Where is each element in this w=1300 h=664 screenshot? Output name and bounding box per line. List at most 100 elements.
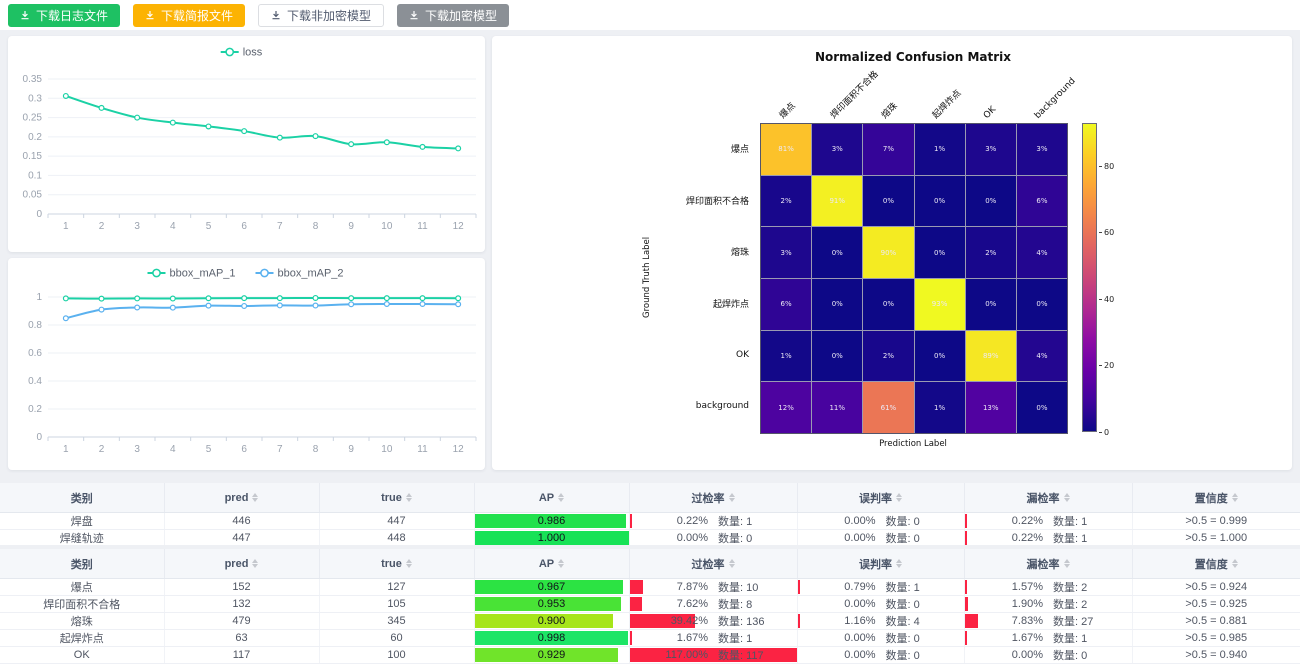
sort-icon[interactable] <box>728 559 735 568</box>
pred-cell: 447 <box>164 529 320 545</box>
misjudge-cell: 0.00% 数量: 0 <box>797 646 965 664</box>
true-cell: 105 <box>319 595 475 613</box>
sort-icon[interactable] <box>558 493 565 502</box>
download-encrypted-model-button[interactable]: 下载加密模型 <box>397 3 510 27</box>
sort-icon[interactable] <box>558 559 565 568</box>
data-point <box>98 295 105 302</box>
legend-item-bbox_mAP_1[interactable]: bbox_mAP_1 <box>147 268 236 280</box>
column-header-过检率[interactable]: 过检率 <box>629 483 798 513</box>
x-tick-label: 5 <box>206 444 212 455</box>
sort-icon[interactable] <box>1231 559 1238 568</box>
cm-cell-5-1: 11% <box>812 382 863 433</box>
column-header-pred[interactable]: pred <box>164 549 320 579</box>
cm-cell-1-3: 0% <box>914 175 965 227</box>
download-plain-model-button[interactable]: 下载非加密模型 <box>258 3 385 27</box>
category-cell: 焊盘 <box>0 512 165 530</box>
miss-detection-bar <box>964 597 968 611</box>
sort-icon[interactable] <box>896 493 902 502</box>
download-log-button[interactable]: 下载日志文件 <box>8 3 121 27</box>
true-cell: 447 <box>319 512 475 530</box>
misjudge-cell: 0.79% 数量: 1 <box>797 578 965 596</box>
cm-cell-0-0: 81% <box>761 124 812 175</box>
column-header-置信度[interactable]: 置信度 <box>1132 483 1300 513</box>
column-header-true[interactable]: true <box>319 483 475 513</box>
over-detection-bar <box>629 580 643 594</box>
legend-item-loss[interactable]: loss <box>220 47 263 59</box>
x-tick-label: 11 <box>417 221 428 232</box>
column-header-误判率[interactable]: 误判率 <box>797 549 965 579</box>
over-detection-value: 7.87% 数量: 10 <box>676 581 759 594</box>
sort-icon[interactable] <box>896 559 902 568</box>
column-header-AP[interactable]: AP <box>474 483 630 513</box>
over-detection-bar <box>629 597 643 611</box>
sort-icon[interactable] <box>1063 559 1070 568</box>
x-tick-label: 9 <box>348 221 354 232</box>
column-header-pred[interactable]: pred <box>164 483 320 513</box>
column-header-漏检率[interactable]: 漏检率 <box>964 483 1133 513</box>
x-tick-label: 1 <box>63 444 69 455</box>
column-header-过检率[interactable]: 过检率 <box>629 549 798 579</box>
column-header-label: 类别 <box>70 492 93 505</box>
miss-detection-bar <box>964 514 967 528</box>
x-tick-label: 8 <box>313 221 319 232</box>
ap-cell: 0.998 <box>474 629 630 647</box>
cm-cell-5-5: 0% <box>1016 382 1067 433</box>
sort-icon[interactable] <box>252 559 259 568</box>
cm-row-label: OK <box>736 349 749 360</box>
legend-item-bbox_mAP_2[interactable]: bbox_mAP_2 <box>255 268 344 280</box>
table-row: 熔珠 479 345 0.900 39.42% 数量: 136 1.16% 数量: 4 7.83… <box>0 612 1300 630</box>
column-header-漏检率[interactable]: 漏检率 <box>964 549 1133 579</box>
data-point <box>348 301 355 308</box>
loss-line-chart: 00.050.10.150.20.250.30.351 2 3 4 5 6 7 8 9 10 11 1… <box>23 47 477 232</box>
cm-cell-4-1: 0% <box>812 330 863 382</box>
column-header-label: 置信度 <box>1194 558 1228 571</box>
sort-icon[interactable] <box>405 559 412 568</box>
y-tick-label: 0.35 <box>23 74 43 85</box>
table-row: 焊盘 446 447 0.986 0.22% 数量: 1 0.00% 数量: 0 0.22% 数量… <box>0 512 1300 530</box>
download-icon <box>145 10 155 20</box>
ap-bar <box>474 631 629 645</box>
y-tick-label: 0.25 <box>23 113 43 124</box>
x-tick-label: 4 <box>170 444 176 455</box>
svg-text:bbox_mAP_2: bbox_mAP_2 <box>278 268 344 280</box>
colorbar-tick-label: 60 <box>1099 228 1114 237</box>
cm-cell-1-4: 0% <box>965 175 1016 227</box>
category-cell: OK <box>0 646 165 664</box>
ap-bar <box>474 514 627 528</box>
over-detection-bar <box>629 648 797 662</box>
cm-cell-5-3: 1% <box>914 382 965 433</box>
sort-icon[interactable] <box>252 493 259 502</box>
sort-icon[interactable] <box>1063 493 1070 502</box>
cm-cell-3-4: 0% <box>965 279 1016 330</box>
pred-cell: 446 <box>164 512 320 530</box>
column-header-误判率[interactable]: 误判率 <box>797 483 965 513</box>
over-detection-value: 0.22% 数量: 1 <box>676 515 753 528</box>
cm-column-label: background <box>1032 76 1078 121</box>
miss-detection-value: 0.00% 数量: 0 <box>1011 649 1088 662</box>
cm-cell-0-3: 1% <box>914 124 965 175</box>
miss-detection-cell: 0.00% 数量: 0 <box>964 646 1133 664</box>
sort-icon[interactable] <box>728 493 735 502</box>
data-point <box>169 304 176 311</box>
misjudge-value: 1.16% 数量: 4 <box>844 615 920 628</box>
column-header-AP[interactable]: AP <box>474 549 630 579</box>
confidence-cell: >0.5 = 0.985 <box>1132 629 1300 647</box>
miss-detection-value: 1.90% 数量: 2 <box>1011 598 1088 611</box>
sort-icon[interactable] <box>405 493 412 502</box>
over-detection-value: 0.00% 数量: 0 <box>676 532 753 545</box>
download-brief-button[interactable]: 下载简报文件 <box>133 3 246 27</box>
cm-column-label: 起焊炸点 <box>930 88 964 121</box>
sort-icon[interactable] <box>1231 493 1238 502</box>
table-row: 爆点 152 127 0.967 7.87% 数量: 10 0.79% 数量: 1 1.57% 数… <box>0 578 1300 596</box>
column-header-true[interactable]: true <box>319 549 475 579</box>
data-point <box>205 123 212 130</box>
cm-cell-4-0: 1% <box>761 330 812 382</box>
colorbar-tick-label: 80 <box>1099 162 1114 171</box>
data-point <box>383 300 390 307</box>
button-label: 下载日志文件 <box>36 8 109 23</box>
confidence-cell: >0.5 = 0.924 <box>1132 578 1300 596</box>
misjudge-bar <box>797 614 800 628</box>
colorbar-tick-label: 20 <box>1099 361 1114 370</box>
x-tick-label: 6 <box>241 444 247 455</box>
column-header-置信度[interactable]: 置信度 <box>1132 549 1300 579</box>
